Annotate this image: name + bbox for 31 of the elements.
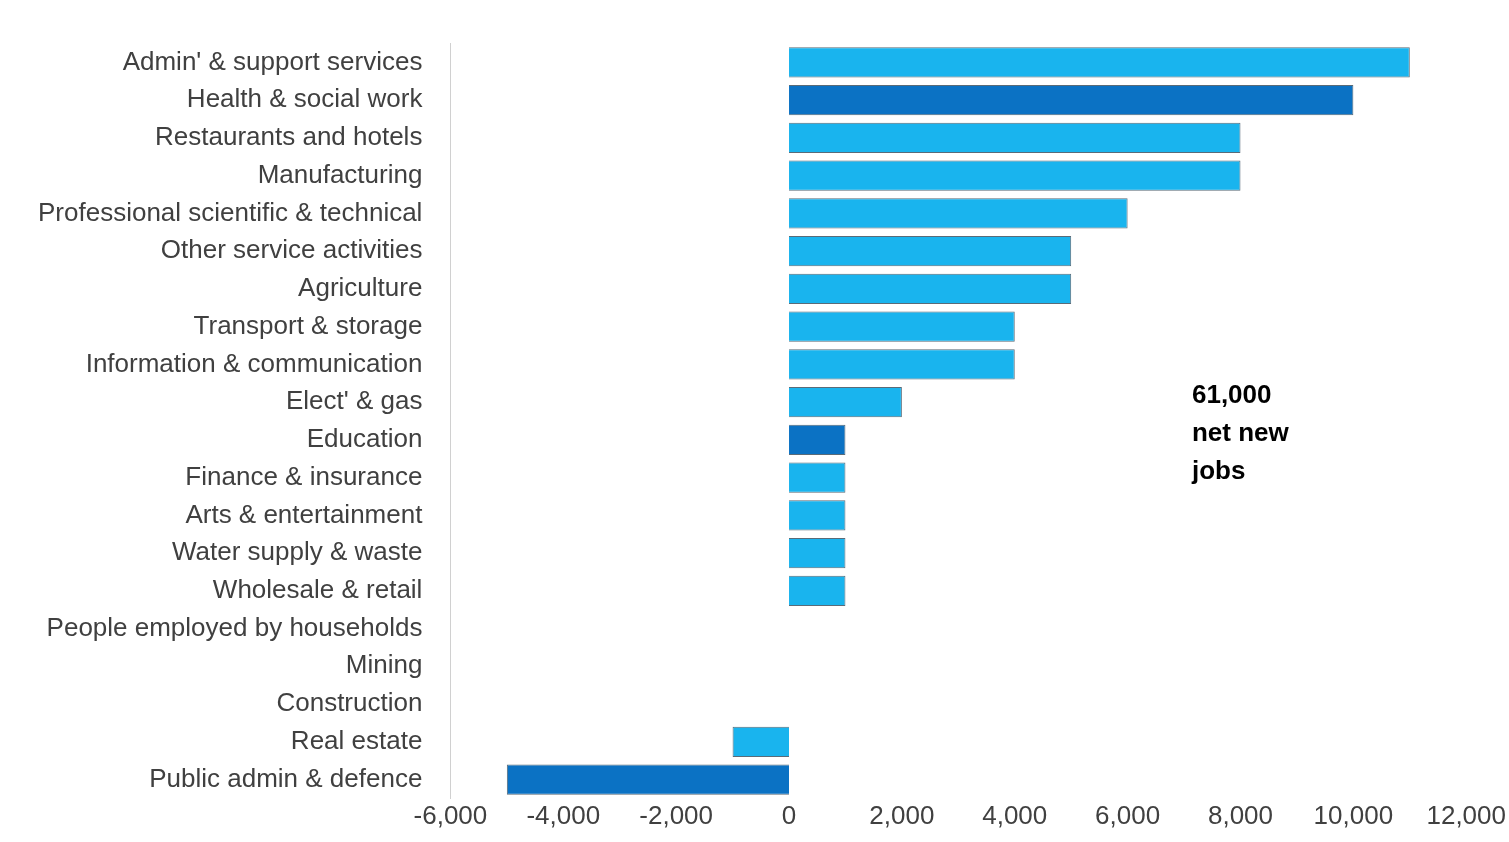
y-tick-label: Water supply & waste [171, 536, 423, 567]
y-tick-label: Finance & insurance [185, 460, 423, 491]
y-tick-label: Transport & storage [193, 309, 423, 340]
y-tick-label: Restaurants and hotels [155, 121, 423, 152]
y-tick-label: Health & social work [186, 83, 424, 114]
y-tick-label: Wholesale & retail [212, 574, 423, 604]
x-tick-label: 4,000 [982, 800, 1048, 831]
x-tick-label: 6,000 [1095, 800, 1161, 831]
y-tick-label: Arts & entertainment [185, 498, 424, 529]
y-tick-label: Education [306, 423, 423, 454]
y-tick-label: Information & communication [85, 347, 423, 378]
annotation: 61,000 net new jobs [1190, 379, 1290, 486]
y-tick-label: Construction [276, 687, 423, 718]
y-tick-label: Agriculture [298, 272, 423, 303]
x-tick-label: -6,000 [413, 800, 488, 831]
y-tick-label: Other service activities [160, 234, 423, 265]
x-tick-label: 10,000 [1313, 800, 1394, 831]
y-tick-label: Admin' & support services [122, 45, 423, 76]
x-tick-label: 12,000 [1426, 800, 1506, 831]
x-tick-label: 8,000 [1207, 800, 1274, 831]
y-tick-label: Professional scientific & technical [38, 196, 423, 227]
y-tick-label: Manufacturing [257, 158, 423, 189]
y-tick-label: Public admin & defence [149, 762, 423, 793]
y-tick-label: Elect' & gas [285, 385, 423, 416]
x-tick-label: 2,000 [869, 800, 935, 831]
x-tick-label: -2,000 [639, 800, 714, 831]
y-tick-label: People employed by households [46, 611, 423, 642]
x-tick-label: -4,000 [526, 800, 601, 831]
y-tick-label: Real estate [290, 724, 423, 755]
x-tick-label: 0 [781, 800, 797, 831]
y-tick-label: Mining [345, 649, 423, 680]
